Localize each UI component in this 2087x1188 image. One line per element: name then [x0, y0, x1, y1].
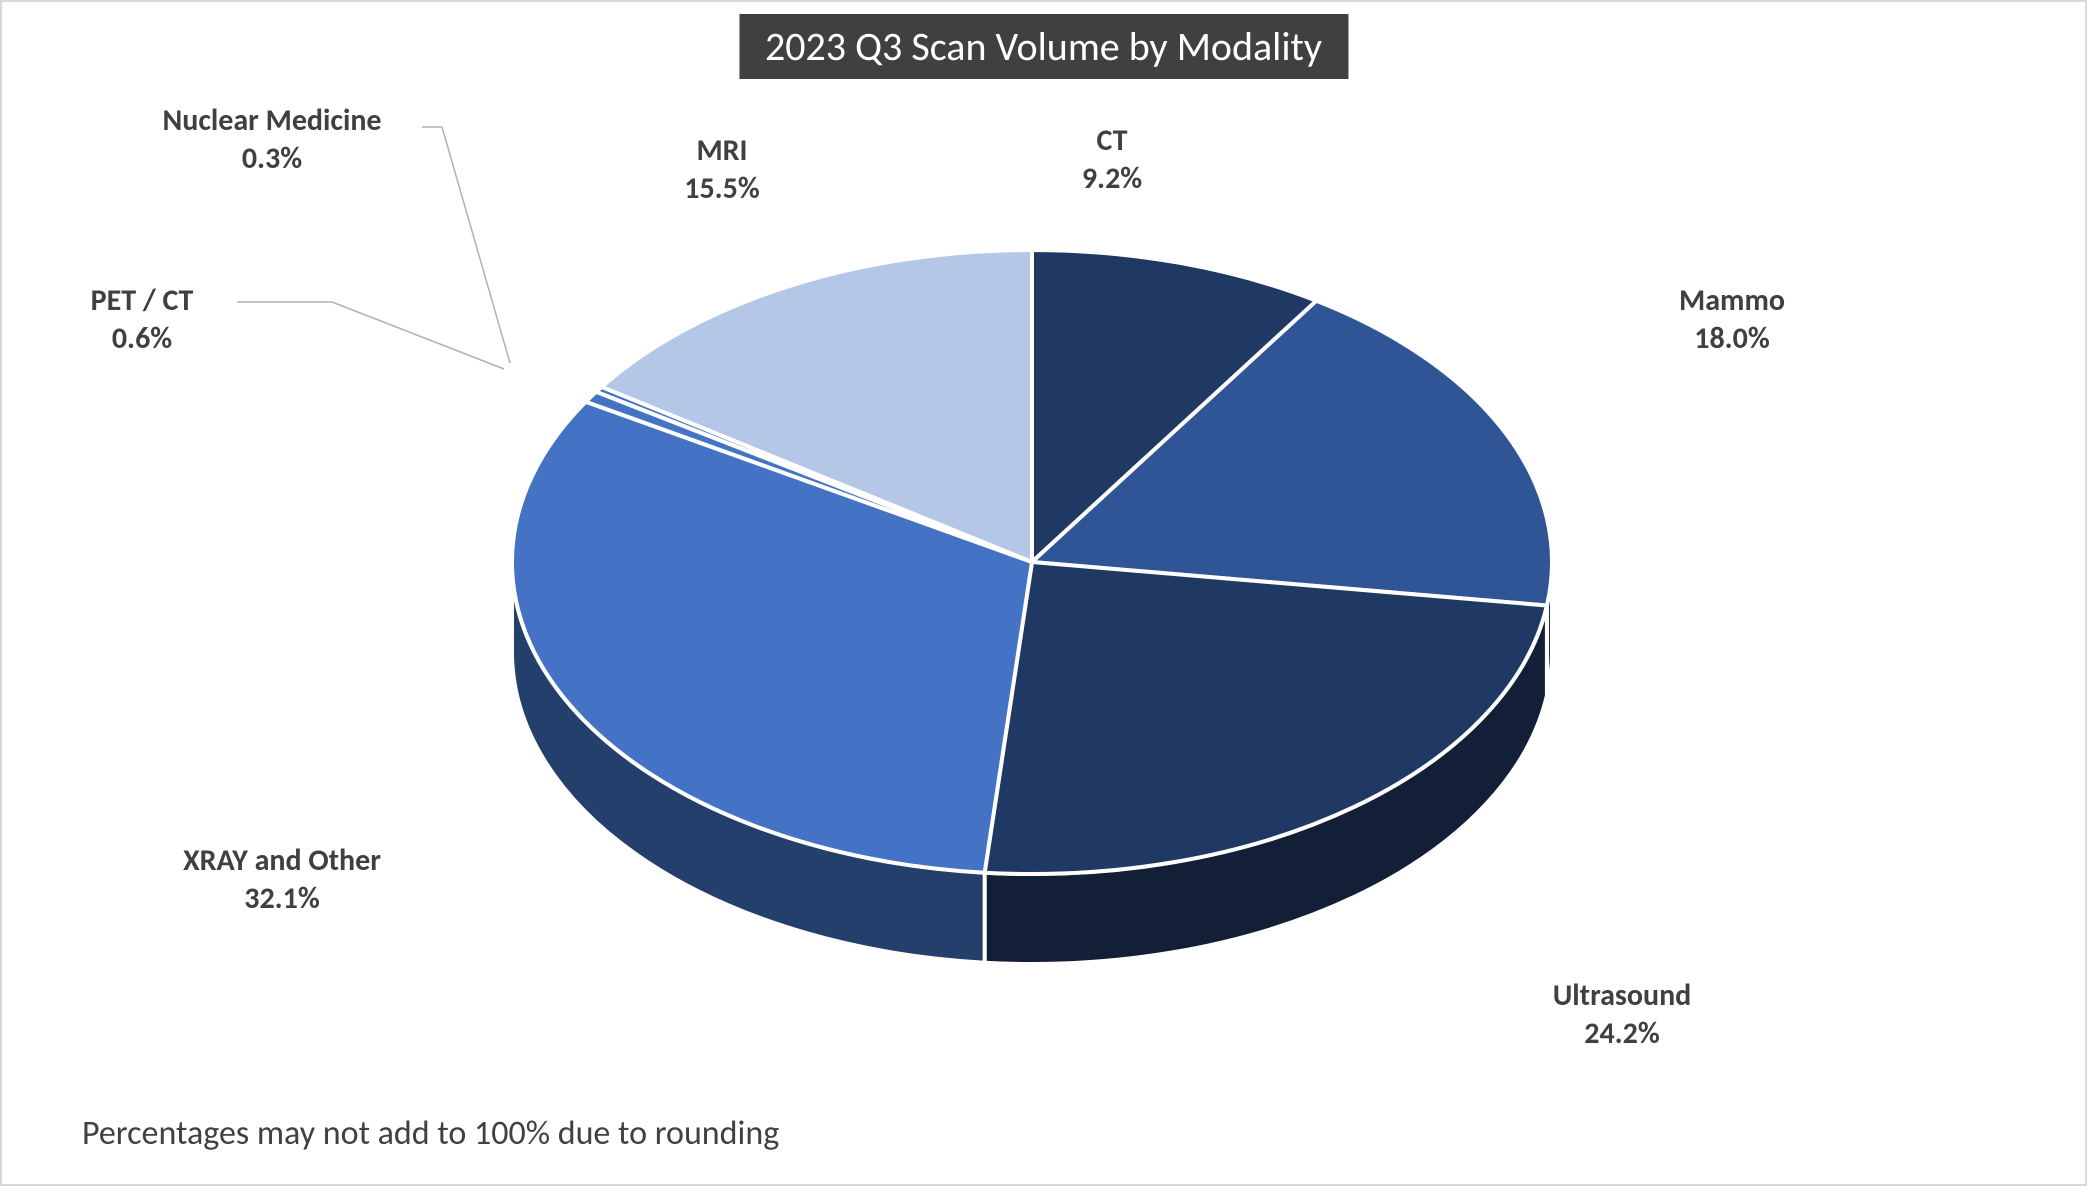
slice-label-percent: 24.2%	[1553, 1015, 1692, 1053]
slice-label-name: Ultrasound	[1553, 977, 1692, 1015]
slice-label-percent: 15.5%	[684, 170, 760, 208]
slice-label-percent: 0.6%	[91, 320, 194, 358]
slice-label: PET / CT0.6%	[91, 282, 194, 357]
slice-label: Ultrasound24.2%	[1553, 977, 1692, 1052]
slice-label-name: Nuclear Medicine	[162, 102, 381, 140]
slice-label-percent: 18.0%	[1679, 320, 1785, 358]
slice-label-name: MRI	[684, 132, 760, 170]
chart-footnote: Percentages may not add to 100% due to r…	[82, 1113, 779, 1154]
pie-chart	[2, 2, 2087, 1188]
leader-line	[237, 302, 504, 369]
slice-label: MRI15.5%	[684, 132, 760, 207]
slice-label-percent: 32.1%	[183, 880, 381, 918]
slice-label: XRAY and Other32.1%	[183, 842, 381, 917]
slice-label-name: CT	[1082, 122, 1142, 160]
slice-label-percent: 0.3%	[162, 140, 381, 178]
chart-frame: 2023 Q3 Scan Volume by Modality CT9.2%Ma…	[0, 0, 2087, 1186]
slice-label-name: Mammo	[1679, 282, 1785, 320]
slice-label-percent: 9.2%	[1082, 160, 1142, 198]
leader-line	[422, 127, 510, 363]
slice-label-name: PET / CT	[91, 282, 194, 320]
slice-label: Nuclear Medicine0.3%	[162, 102, 381, 177]
slice-label: Mammo18.0%	[1679, 282, 1785, 357]
slice-label: CT9.2%	[1082, 122, 1142, 197]
slice-label-name: XRAY and Other	[183, 842, 381, 880]
